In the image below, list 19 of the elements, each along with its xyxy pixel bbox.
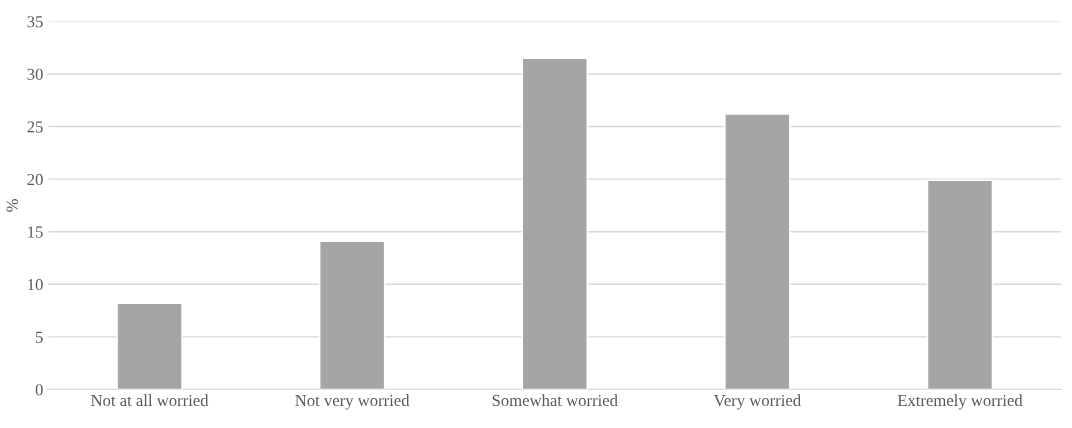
bar xyxy=(926,179,994,390)
x-tick-label: Very worried xyxy=(713,394,801,410)
y-tick-label: 5 xyxy=(36,331,43,343)
y-tick-label: 35 xyxy=(27,16,43,28)
x-tick-label: Not very worried xyxy=(295,394,410,410)
bar xyxy=(724,113,791,390)
y-tick-label: 30 xyxy=(27,68,43,80)
x-tick-label: Somewhat worried xyxy=(492,394,618,407)
bar xyxy=(521,57,588,390)
x-tick-label: Not at all worried xyxy=(91,394,209,407)
y-tick-label: 20 xyxy=(27,173,43,186)
y-tick-label: 25 xyxy=(27,121,43,133)
x-tick-label: Extremely worried xyxy=(897,394,1023,410)
y-tick-label: 10 xyxy=(28,279,43,291)
y-axis-title: % xyxy=(6,199,18,212)
y-tick-label: 0 xyxy=(35,384,43,396)
bar xyxy=(116,302,183,390)
bar xyxy=(319,240,386,390)
y-tick-label: 15 xyxy=(28,226,43,238)
